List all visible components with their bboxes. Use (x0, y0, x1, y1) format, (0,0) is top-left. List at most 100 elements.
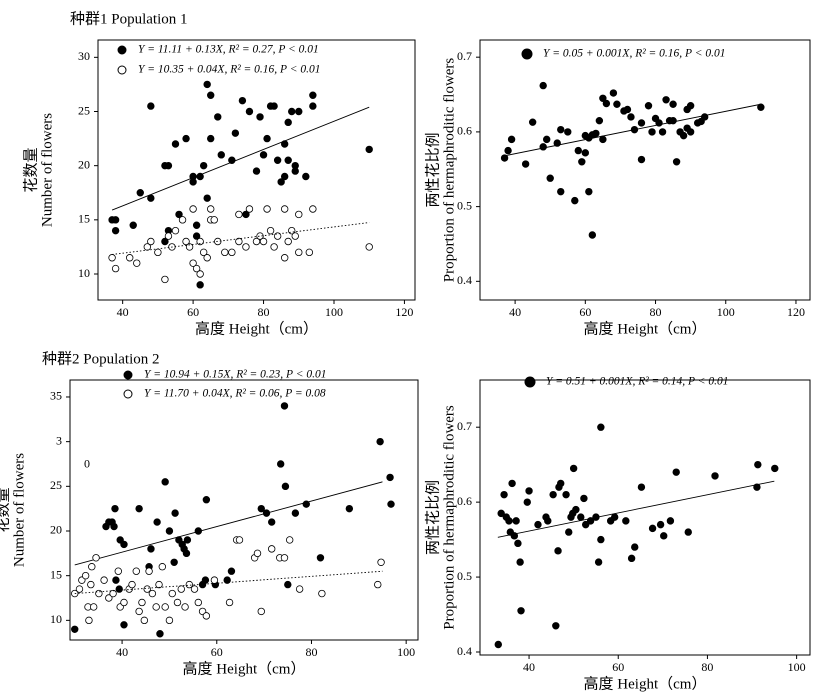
point (669, 116, 677, 125)
point (109, 589, 117, 598)
legend-marker (123, 370, 133, 380)
point (89, 603, 98, 611)
y-tick-label: 0.6 (457, 494, 472, 508)
point (686, 128, 695, 136)
point (508, 479, 516, 488)
point (599, 135, 607, 144)
y-tick-label: 25 (78, 103, 90, 117)
point (291, 509, 300, 517)
series (494, 423, 779, 649)
point (223, 576, 231, 584)
series (500, 81, 765, 239)
point (168, 589, 176, 598)
point (644, 102, 653, 110)
x-axis-label: 高度 Height（cm） (195, 320, 318, 337)
point (309, 91, 317, 99)
y-tick-label: 25 (50, 478, 62, 492)
point (245, 205, 254, 213)
point (528, 118, 537, 126)
point (512, 517, 520, 525)
point (210, 216, 218, 224)
y-tick-label: 10 (78, 266, 90, 280)
point (214, 113, 222, 121)
point (110, 522, 118, 531)
point (637, 119, 646, 127)
point (686, 102, 695, 110)
point (147, 545, 155, 553)
legend-marker (123, 389, 133, 399)
point (539, 143, 547, 151)
legend-label: Y = 11.70 + 0.04X, R² = 0.06, P = 0.08 (144, 388, 326, 400)
legend-label: Y = 0.51 + 0.001X, R² = 0.14, P < 0.01 (546, 376, 729, 388)
point (386, 473, 394, 482)
point (128, 580, 136, 589)
plot-frame (69, 379, 419, 641)
point (147, 102, 155, 110)
point (145, 567, 153, 575)
x-axis-label: 高度 Height（cm） (183, 660, 306, 677)
point (754, 460, 762, 469)
point (500, 154, 509, 162)
point (132, 567, 140, 575)
point (111, 216, 120, 224)
point (158, 563, 167, 571)
point (585, 187, 593, 196)
point (182, 237, 190, 246)
legend-marker (524, 376, 536, 388)
x-tick-label: 60 (211, 645, 223, 659)
x-tick-label: 120 (787, 305, 805, 319)
point (505, 517, 513, 525)
point (100, 576, 108, 584)
point (120, 598, 128, 607)
point (242, 243, 250, 251)
point (75, 585, 84, 593)
y-tick-label: 3 (56, 433, 62, 447)
point (753, 483, 761, 491)
point (114, 567, 122, 575)
point (252, 237, 261, 246)
series (108, 205, 373, 284)
point (602, 99, 611, 108)
point (148, 589, 157, 598)
x-tick-label: 80 (305, 645, 317, 659)
point (171, 140, 180, 148)
point (594, 558, 603, 566)
point (572, 505, 580, 514)
point (194, 598, 203, 607)
point (557, 125, 565, 134)
point (161, 603, 169, 611)
point (295, 585, 304, 593)
x-tick-label: 80 (650, 305, 662, 319)
point (534, 520, 542, 529)
point (242, 210, 250, 219)
y-axis-label: 花数量 (0, 487, 11, 532)
point (263, 134, 271, 143)
point (302, 172, 310, 181)
point (546, 174, 554, 182)
point (71, 625, 79, 633)
point (235, 210, 243, 219)
point (189, 259, 197, 267)
point (514, 539, 522, 548)
point (190, 585, 199, 593)
point (140, 616, 149, 625)
point (521, 160, 530, 168)
point (672, 468, 680, 476)
point (256, 232, 264, 240)
point (627, 113, 635, 121)
point (280, 554, 289, 562)
point (257, 607, 265, 616)
y-axis-label: Proportion of hermaphroditic flowers (441, 405, 457, 630)
point (267, 518, 276, 526)
point (192, 264, 201, 273)
x-tick-label: 40 (117, 305, 129, 319)
y-tick-label: 30 (78, 49, 90, 63)
point (178, 216, 187, 224)
y-axis-label: 两性花比例 (424, 132, 441, 207)
point (280, 254, 289, 262)
point (181, 603, 189, 611)
point (270, 102, 278, 110)
legend-marker (117, 45, 127, 55)
point (610, 513, 619, 521)
